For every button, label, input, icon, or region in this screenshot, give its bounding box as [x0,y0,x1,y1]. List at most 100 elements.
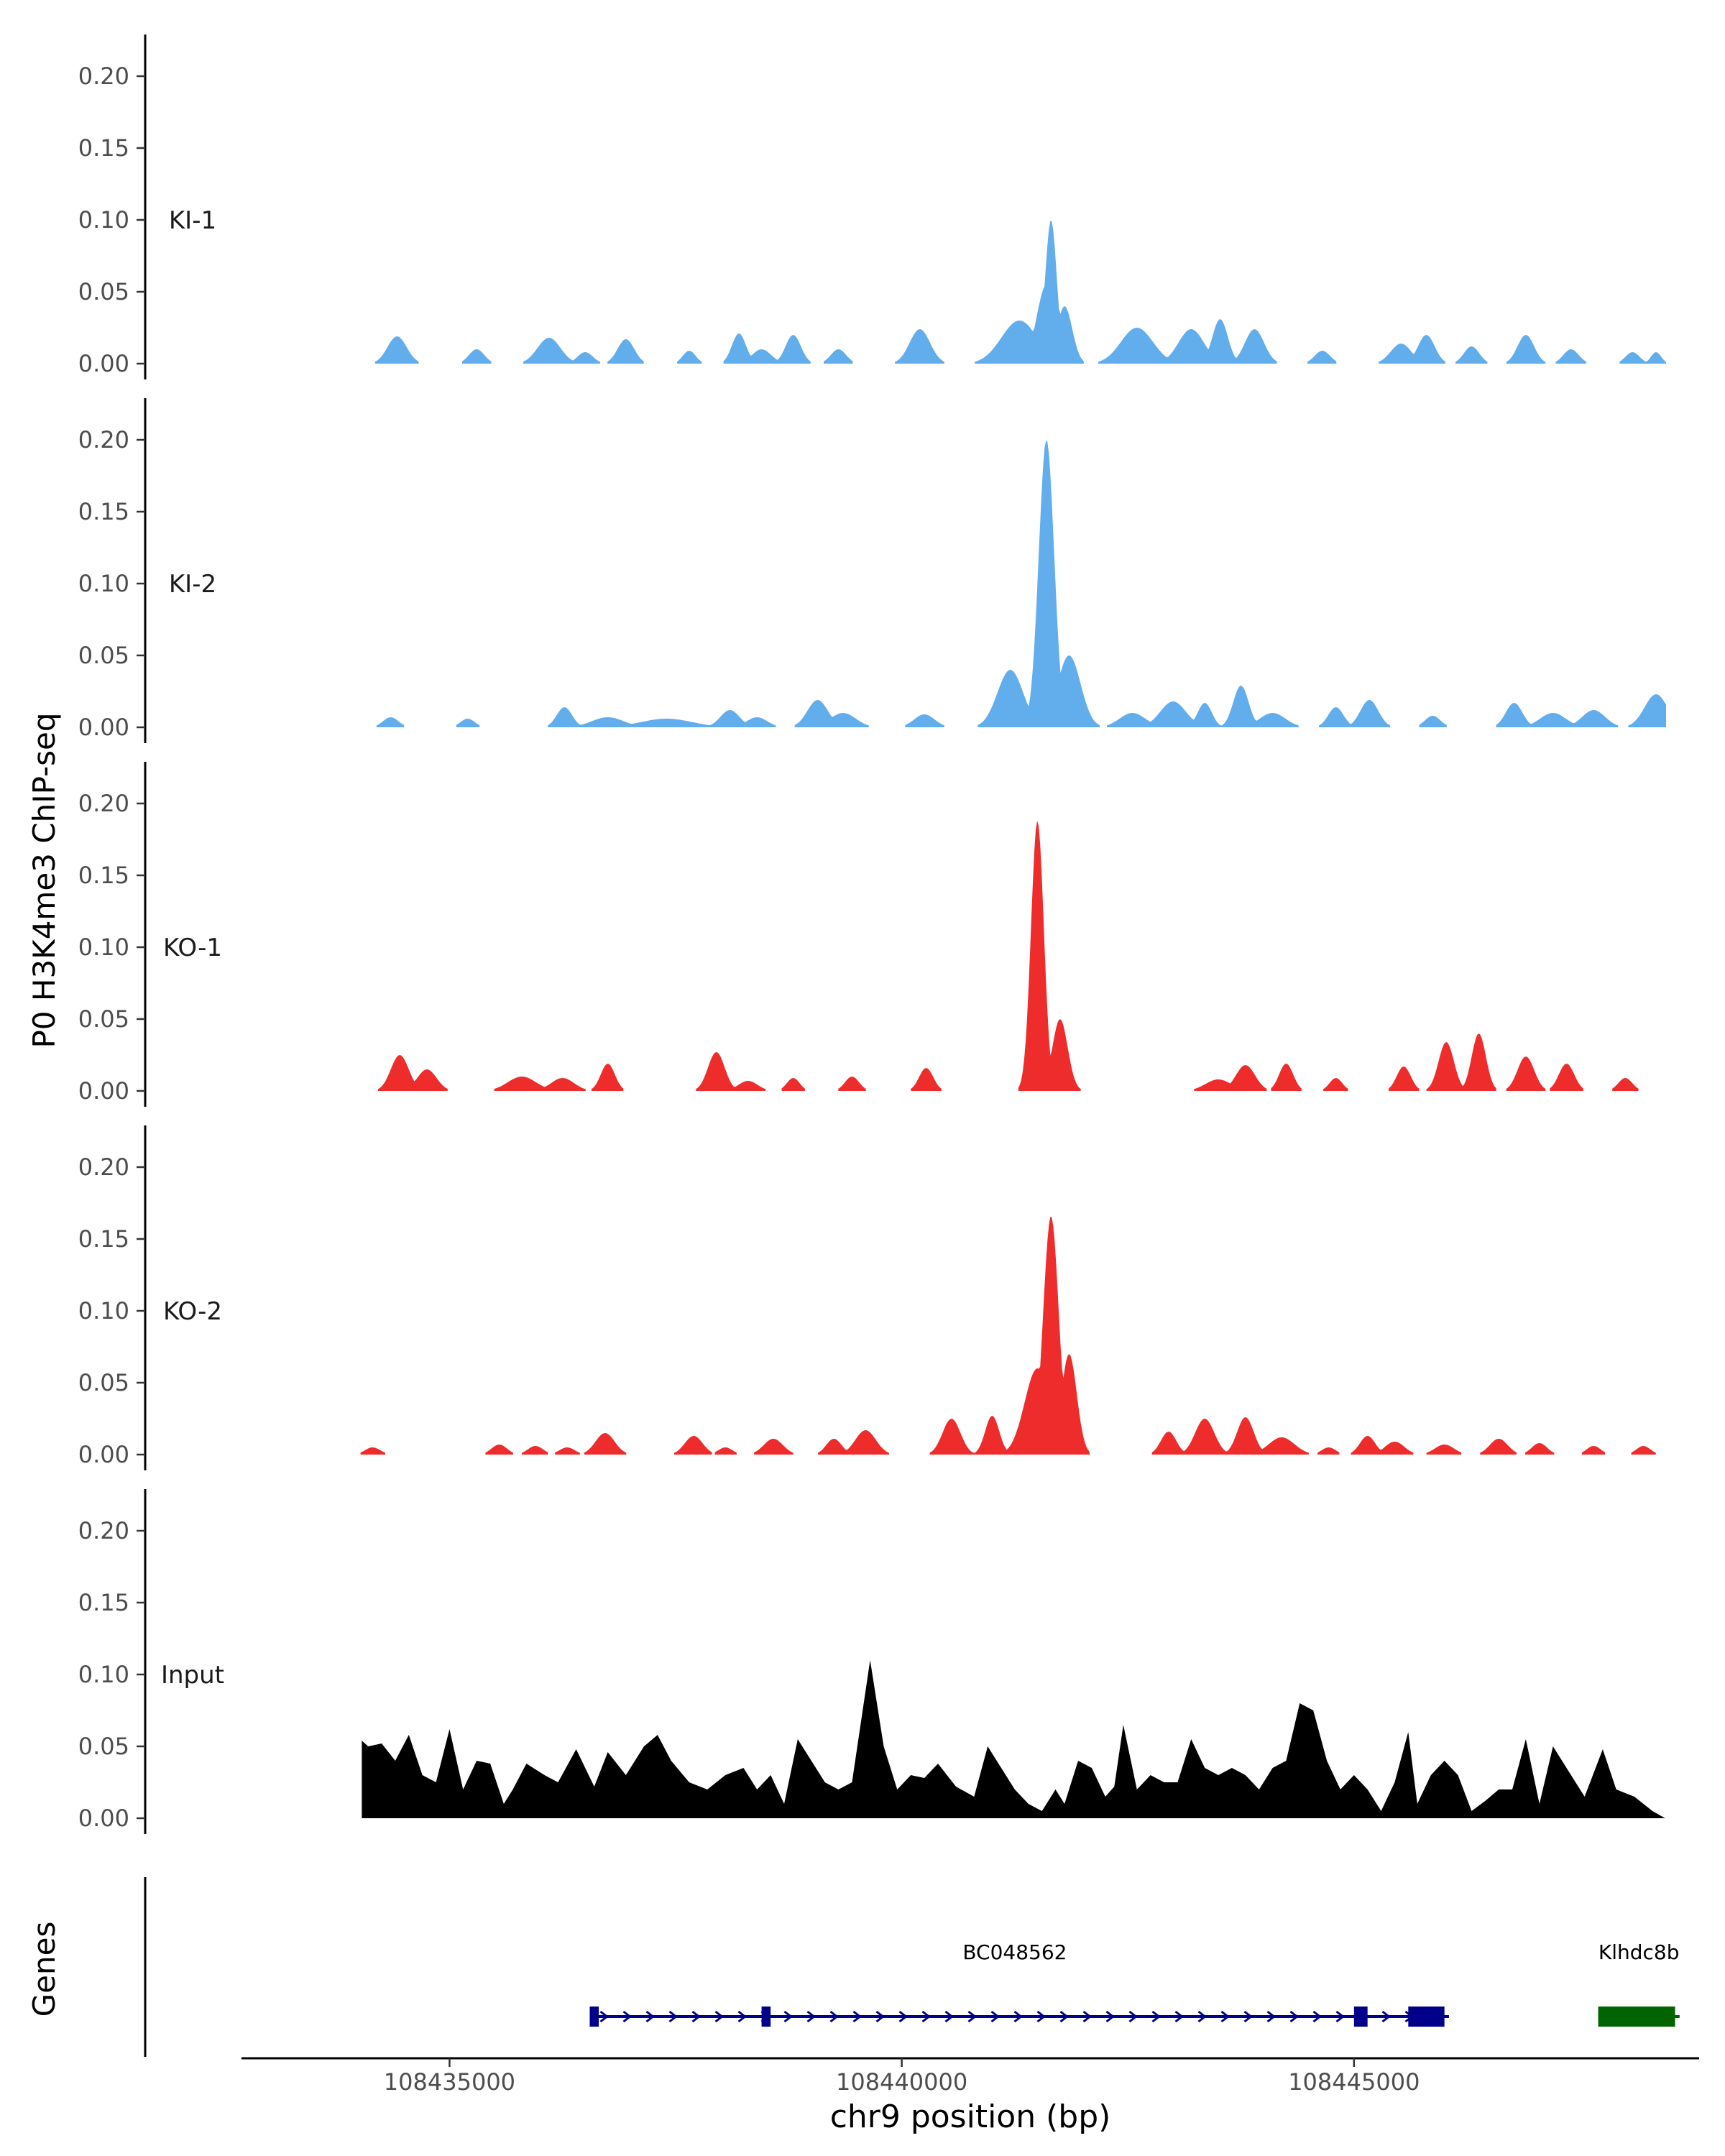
y-tick-label: 0.10 [78,206,129,234]
gene-exon [1408,2007,1445,2027]
gene-exon [1598,2007,1675,2027]
y-tick-label: 0.00 [78,1077,129,1105]
signal-peak-ko-2-17 [1631,1446,1656,1455]
signal-peak-ko-2-5 [674,1436,712,1455]
strand-chevron [645,2010,655,2023]
signal-peak-ki-1-0 [374,336,419,364]
signal-peak-ki-2-6 [1107,686,1299,727]
signal-peak-ko-1-5 [838,1077,866,1091]
gene-label: BC048562 [962,1940,1067,1964]
y-tick-label: 0.05 [78,1005,129,1033]
signal-peak-ko-2-4 [584,1433,627,1455]
genes-layer: BC048562 Klhdc8b [144,1877,1680,2057]
track-panel-ko-1: 0.00 0.05 0.10 0.15 0.20 KO-1 [78,762,1639,1107]
signal-peak-ko-1-12 [1426,1033,1496,1091]
signal-peak-ko-2-1 [485,1445,513,1455]
gene-exon [589,2007,599,2027]
signal-peak-ki-1-1 [462,349,492,364]
y-tick-label: 0.10 [78,1297,129,1325]
y-tick-label: 0.05 [78,278,129,305]
x-tick-label: 108440000 [836,2068,967,2096]
strand-chevron [1128,2010,1138,2023]
y-tick-label: 0.05 [78,1733,129,1760]
y-tick-label: 0.00 [78,714,129,741]
signal-peak-ki-1-4 [677,351,702,364]
strand-chevron [783,2010,793,2023]
strand-chevron [1105,2010,1115,2023]
signal-peak-ko-1-7 [1018,821,1081,1091]
gene-klhdc8b: Klhdc8b [1598,1940,1680,2027]
signal-peak-ki-1-12 [1455,346,1488,364]
signal-peak-ko-2-0 [360,1447,385,1455]
y-tick-label: 0.15 [78,1225,129,1253]
y-axis-label: P0 H3K4me3 ChIP-seq [27,712,62,1048]
signal-peak-ko-2-3 [555,1447,580,1455]
strand-chevron [944,2010,954,2023]
strand-chevron [691,2010,701,2023]
signal-peak-ko-1-8 [1194,1065,1267,1091]
signal-peak-ki-2-3 [794,700,869,727]
y-tick-label: 0.10 [78,934,129,961]
signal-peak-ko-1-0 [377,1055,448,1091]
signal-peak-ki-2-2 [548,707,776,727]
y-tick-label: 0.00 [78,1805,129,1832]
signal-peak-ko-1-1 [494,1077,586,1091]
signal-peak-ki-2-4 [905,714,944,727]
gene-label: Klhdc8b [1598,1940,1680,1964]
tracks-layer: 0.00 0.05 0.10 0.15 0.20 KI-1 0.00 0.05 0.10 0.15… [78,34,1666,1834]
signal-peak-ki-1-2 [523,338,600,364]
signal-peak-ki-2-9 [1496,703,1619,727]
x-axis-label: chr9 position (bp) [830,2099,1111,2135]
signal-peak-ko-2-6 [714,1447,737,1455]
y-tick-label: 0.05 [78,1369,129,1396]
signal-peak-ki-2-8 [1419,716,1447,727]
y-tick-label: 0.15 [78,134,129,162]
y-tick-label: 0.20 [78,426,129,453]
signal-peak-ki-1-8 [975,221,1084,364]
y-tick-label: 0.15 [78,498,129,525]
signal-peak-ki-1-6 [824,349,853,364]
signal-peak-ko-2-8 [818,1430,889,1455]
strand-chevron [1197,2010,1207,2023]
track-label-ki-2: KI-2 [169,570,216,599]
signal-area-input [362,1660,1665,1818]
signal-peak-ko-2-13 [1426,1445,1462,1455]
strand-chevron [599,2010,609,2023]
track-panel-input: 0.00 0.05 0.10 0.15 0.20 Input [78,1489,1665,1834]
signal-peak-ki-1-7 [895,329,944,364]
signal-peak-ko-1-2 [591,1064,624,1091]
signal-peak-ki-1-3 [607,339,644,364]
x-axis: 108435000 108440000 108445000 [242,2057,1699,2096]
strand-chevron [1335,2010,1345,2023]
y-tick-label: 0.20 [78,1153,129,1181]
signal-peak-ki-2-0 [376,717,405,727]
track-label-ki-1: KI-1 [169,206,216,235]
signal-peak-ki-2-10 [1628,694,1666,727]
signal-peak-ko-2-10 [1151,1417,1309,1455]
signal-peak-ko-2-14 [1480,1439,1517,1455]
signal-peak-ki-1-5 [723,333,811,364]
track-panel-ki-1: 0.00 0.05 0.10 0.15 0.20 KI-1 [78,34,1666,379]
signal-peak-ko-1-13 [1506,1056,1546,1091]
signal-peak-ko-2-7 [754,1439,794,1455]
gene-exon [761,2007,771,2027]
signal-peak-ki-1-15 [1619,352,1666,364]
signal-peak-ki-1-9 [1098,319,1277,364]
strand-chevron [1036,2010,1046,2023]
signal-peak-ko-1-15 [1612,1078,1639,1091]
signal-peak-ki-2-1 [456,719,480,727]
signal-peak-ko-2-11 [1317,1447,1340,1455]
strand-chevron [668,2010,678,2023]
strand-chevron [1059,2010,1069,2023]
strand-chevron [1013,2010,1023,2023]
y-tick-label: 0.00 [78,350,129,377]
y-tick-label: 0.20 [78,63,129,90]
signal-peak-ko-1-10 [1323,1078,1348,1091]
strand-chevron [1266,2010,1276,2023]
track-label-ko-1: KO-1 [163,934,222,962]
strand-chevron [737,2010,747,2023]
y-tick-label: 0.10 [78,570,129,597]
signal-peak-ko-2-2 [521,1446,548,1455]
signal-peak-ko-2-9 [929,1217,1090,1455]
